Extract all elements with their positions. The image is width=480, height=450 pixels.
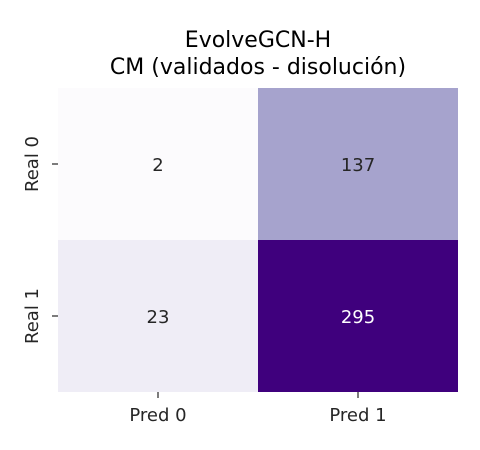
cell-value-r1-c0: 23 xyxy=(147,307,170,328)
heatmap-cells: 2 137 23 295 xyxy=(58,88,458,392)
x-tick-label-1: Pred 1 xyxy=(329,405,386,426)
heatmap-cell-r1-c1 xyxy=(258,240,458,392)
cell-value-r0-c0: 2 xyxy=(152,155,163,176)
y-tick-label-1: Real 1 xyxy=(22,288,43,344)
cell-value-r1-c1: 295 xyxy=(341,307,375,328)
y-tick-label-0: Real 0 xyxy=(22,136,43,192)
cell-value-r0-c1: 137 xyxy=(341,155,375,176)
chart-title-line-2: CM (validados - disolución) xyxy=(110,55,406,80)
heatmap-cell-r0-c1 xyxy=(258,88,458,240)
heatmap-cell-r0-c0 xyxy=(58,88,258,240)
chart-title-line-1: EvolveGCN-H xyxy=(185,28,331,53)
y-axis: Real 0 Real 1 xyxy=(22,136,58,344)
x-tick-label-0: Pred 0 xyxy=(129,405,186,426)
x-axis: Pred 0 Pred 1 xyxy=(129,392,387,426)
heatmap-cell-r1-c0 xyxy=(58,240,258,392)
